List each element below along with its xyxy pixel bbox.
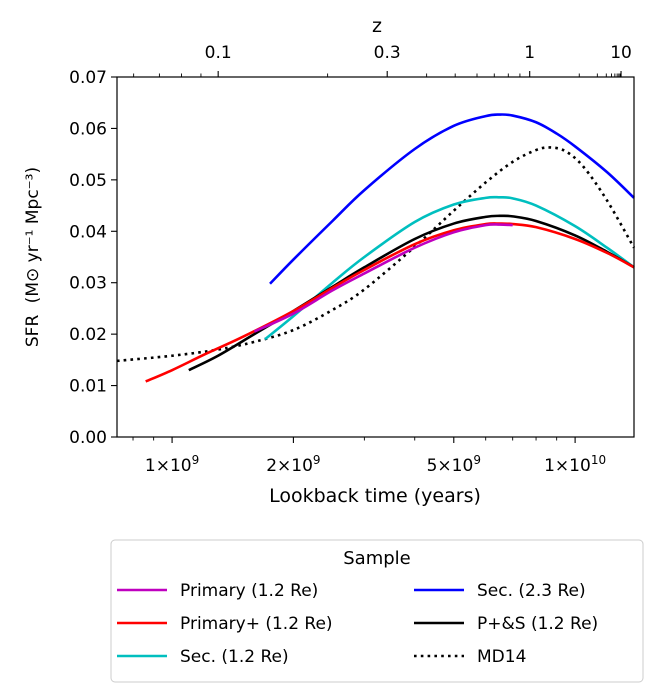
x-tick-label-1: 2×109 xyxy=(266,453,320,476)
legend-box xyxy=(110,539,644,683)
series-primary-1-2re xyxy=(145,222,635,383)
series-sec-1-2re xyxy=(264,195,635,341)
legend: Sample Primary (1.2 Re) Primary+ (1.2 Re)… xyxy=(110,539,644,683)
legend-label-3: Sec. (2.3 Re) xyxy=(477,581,586,601)
x-tick-label-0: 1×109 xyxy=(145,453,199,476)
series-primary-1-2re xyxy=(253,223,513,333)
legend-label-2: Sec. (1.2 Re) xyxy=(180,647,289,667)
y-tick-label-5: 0.05 xyxy=(69,171,107,191)
series-layer xyxy=(116,113,636,383)
y-tick-label-4: 0.04 xyxy=(69,222,107,242)
legend-label-0: Primary (1.2 Re) xyxy=(180,581,318,601)
y-axis-label-unit: (M⊙ yr⁻¹ Mpc⁻³) xyxy=(23,167,43,303)
top-tick-label-3: 10 xyxy=(610,43,632,63)
y-tick-label-6: 0.06 xyxy=(69,119,107,139)
y-tick-label-1: 0.01 xyxy=(69,377,107,397)
y-axis-label: SFR (M⊙ yr⁻¹ Mpc⁻³) xyxy=(23,167,43,347)
legend-label-4: P+&S (1.2 Re) xyxy=(477,614,598,634)
legend-items: Primary (1.2 Re) Primary+ (1.2 Re) Sec. (1… xyxy=(117,581,598,667)
y-tick-label-7: 0.07 xyxy=(69,68,107,88)
x-tick-label-3: 1×1010 xyxy=(544,453,606,476)
x-tick-label-2: 5×109 xyxy=(427,453,481,476)
x-axis-label: Lookback time (years) xyxy=(269,485,481,507)
y-axis-label-name: SFR xyxy=(23,315,43,348)
legend-title: Sample xyxy=(343,548,411,569)
y-tick-label-3: 0.03 xyxy=(69,274,107,294)
axis-layer: 0.00 0.01 0.02 0.03 0.04 0.05 0.06 0.07 1×109 2×1… xyxy=(69,43,632,476)
y-tick-label-2: 0.02 xyxy=(69,325,107,345)
series-p-s-1-2re xyxy=(188,214,635,372)
top-tick-label-0: 0.1 xyxy=(205,43,232,63)
series-sec-2-3re xyxy=(269,113,635,285)
plot-frame xyxy=(116,76,635,438)
top-tick-label-2: 1 xyxy=(524,43,535,63)
y-tick-label-0: 0.00 xyxy=(69,428,107,448)
legend-label-1: Primary+ (1.2 Re) xyxy=(180,614,333,634)
top-tick-label-1: 0.3 xyxy=(374,43,401,63)
legend-label-5: MD14 xyxy=(477,647,526,667)
top-axis-label: z xyxy=(372,15,382,37)
